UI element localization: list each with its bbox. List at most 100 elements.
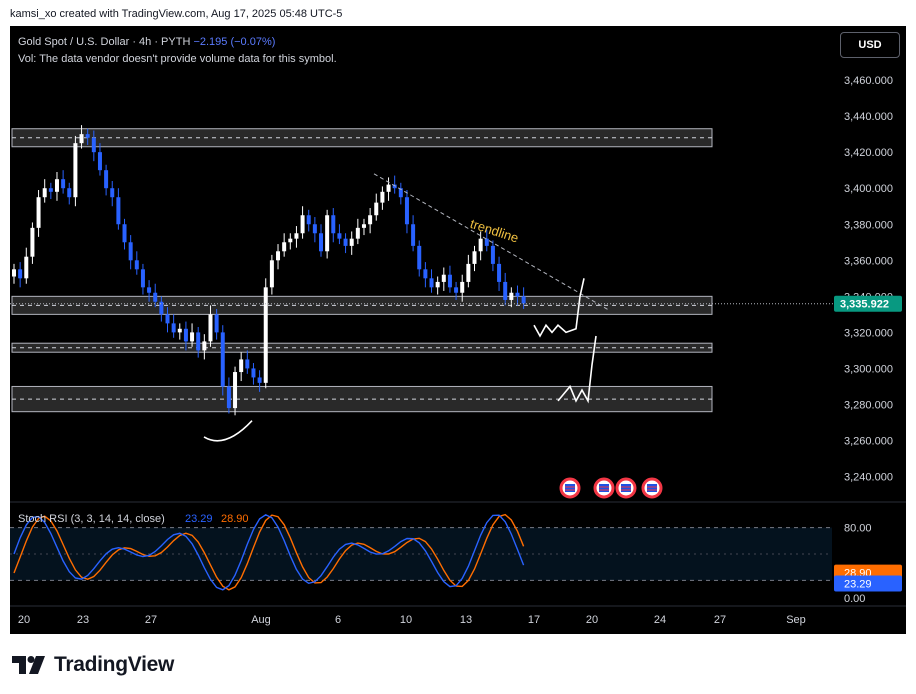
- candle-body: [337, 233, 342, 239]
- candle-body: [478, 238, 483, 252]
- symbol-title: Gold Spot / U.S. Dollar · 4h · PYTH: [18, 36, 191, 48]
- candle-body: [104, 170, 109, 189]
- candle-body: [79, 134, 84, 144]
- price-axis-tick: 3,420.000: [844, 147, 893, 159]
- candle-body: [404, 197, 409, 225]
- candle-body: [484, 238, 489, 246]
- stoch-k-value: 23.29: [185, 513, 213, 525]
- price-axis-tick: 3,320.000: [844, 327, 893, 339]
- time-axis-tick: 6: [335, 614, 341, 626]
- candle-body: [460, 281, 465, 293]
- time-axis-tick: Sep: [786, 614, 806, 626]
- candle-body: [42, 188, 47, 198]
- candle-body: [147, 287, 152, 293]
- trendline: [373, 173, 611, 312]
- candle-body: [276, 251, 281, 261]
- candle-body: [30, 227, 35, 257]
- candle-body: [374, 202, 379, 216]
- stoch-d-line: [13, 513, 525, 591]
- chart-frame[interactable]: trendline 3,240.000 3,260.000 3,280.000 3,30…: [10, 26, 906, 634]
- candle-body: [140, 269, 145, 288]
- candle-body: [503, 281, 508, 300]
- currency-button[interactable]: USD: [840, 32, 900, 58]
- candle-body: [153, 292, 158, 302]
- time-axis-tick: 17: [528, 614, 540, 626]
- candle-body: [380, 191, 385, 203]
- price-axis-tick: 3,380.000: [844, 219, 893, 231]
- price-axis-tick: 3,440.000: [844, 111, 893, 123]
- candle-body: [398, 188, 403, 198]
- price-axis-tick: 3,360.000: [844, 255, 893, 267]
- candle-body: [245, 359, 250, 369]
- candle-body: [300, 215, 305, 234]
- candle-body: [12, 269, 16, 277]
- candle-body: [116, 197, 121, 225]
- candle-body: [214, 314, 219, 333]
- candle-body: [48, 188, 53, 192]
- candle-body: [312, 224, 317, 234]
- time-axis-tick: Aug: [251, 614, 271, 626]
- price-axis-tick: 3,460.000: [844, 75, 893, 87]
- candle-body: [73, 143, 78, 198]
- candle-body: [429, 278, 434, 288]
- price-axis-tick: 3,280.000: [844, 399, 893, 411]
- candle-body: [349, 238, 354, 246]
- tradingview-logo-text: TradingView: [54, 653, 175, 676]
- candle-body: [521, 296, 526, 304]
- price-axis-tick: 3,240.000: [844, 472, 893, 484]
- candle-body: [159, 301, 164, 315]
- price-axis-tick: 3,400.000: [844, 183, 893, 195]
- candle-body: [343, 238, 348, 246]
- candle-body: [282, 242, 287, 252]
- symbol-header: Gold Spot / U.S. Dollar · 4h · PYTH −2.1…: [18, 36, 275, 48]
- candle-body: [239, 359, 244, 373]
- stoch-axis-tick: 0.00: [844, 593, 865, 605]
- candle-body: [183, 328, 188, 342]
- candle-body: [411, 224, 416, 246]
- candle-body: [441, 274, 446, 282]
- stoch-title: Stoch RSI (3, 3, 14, 14, close): [18, 513, 165, 525]
- last-price-label: 3,335.922: [840, 299, 889, 311]
- hand-drawn-projection: [557, 335, 597, 404]
- candle-body: [331, 215, 336, 234]
- trendline-label: trendline: [468, 216, 520, 246]
- candle-body: [251, 368, 256, 378]
- price-axis-tick: 3,260.000: [844, 436, 893, 448]
- candle-body: [196, 332, 201, 351]
- stoch-axis-tick: 80.00: [844, 523, 872, 535]
- candle-body: [54, 179, 59, 192]
- candle-body: [134, 260, 139, 270]
- time-axis-tick: 13: [460, 614, 472, 626]
- candle-body: [423, 269, 428, 279]
- last-price-badge: [834, 295, 902, 312]
- price-axis-tick: 3,300.000: [844, 363, 893, 375]
- candle-body: [67, 188, 72, 198]
- candle-body: [233, 372, 238, 409]
- stoch-k-line: [13, 513, 525, 591]
- candle-body: [177, 328, 182, 333]
- candle-body: [269, 260, 274, 288]
- candle-body: [319, 233, 323, 252]
- candle-body: [466, 263, 471, 282]
- candle-body: [509, 292, 514, 300]
- candle-body: [325, 215, 330, 252]
- price-chart-canvas[interactable]: trendline 3,240.000 3,260.000 3,280.000 3,30…: [10, 26, 906, 634]
- time-axis-tick: 24: [654, 614, 666, 626]
- time-axis-tick: 10: [400, 614, 412, 626]
- candle-body: [171, 323, 176, 333]
- candle-body: [288, 238, 293, 243]
- stoch-k-badge: [834, 575, 902, 592]
- candle-body: [18, 269, 23, 279]
- candle-body: [263, 287, 268, 383]
- candle-body: [61, 179, 66, 189]
- candle-body: [190, 332, 195, 342]
- time-axis-tick: 27: [714, 614, 726, 626]
- attribution-text: kamsi_xo created with TradingView.com, A…: [10, 8, 343, 20]
- hand-drawn-curve: [203, 420, 253, 442]
- candle-body: [226, 386, 231, 409]
- candle-body: [36, 197, 41, 228]
- tradingview-logo[interactable]: TradingView: [12, 653, 174, 677]
- candle-body: [361, 224, 366, 228]
- candle-body: [472, 251, 477, 264]
- candle-body: [97, 152, 102, 171]
